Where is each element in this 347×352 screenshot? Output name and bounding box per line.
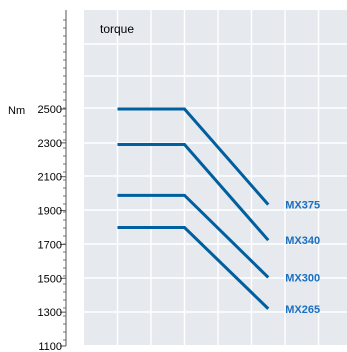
grid-lines [84,10,347,345]
series-line-mx265 [117,226,270,310]
y-tick-label: 2500 [38,104,62,116]
y-tick-label: 1100 [38,341,62,352]
series-line-mx375 [117,107,270,206]
series-label-mx265: MX265 [285,304,320,316]
y-tick-label: 1300 [38,307,62,319]
series-line-mx300 [117,193,270,279]
y-tick-label: 1500 [38,273,62,285]
plot-area [84,10,347,345]
y-tick-label: 2300 [38,138,62,150]
y-tick-label: 1700 [38,239,62,251]
y-tick-label: 2100 [38,172,62,184]
y-axis: 1100 1300 1500 1700 1900 2100 2300 2500 [38,10,67,352]
y-tick-label: 1900 [38,206,62,218]
series-label-mx300: MX300 [285,272,320,284]
series-label-mx375: MX375 [285,200,320,212]
series-labels: MX375 MX340 MX300 MX265 [285,200,320,316]
y-axis-unit-label: Nm [8,105,25,117]
series-line-mx340 [117,143,270,242]
series-label-mx340: MX340 [285,235,320,247]
plot-background [84,10,347,345]
series-lines [117,107,270,310]
chart-title: torque [100,22,134,36]
